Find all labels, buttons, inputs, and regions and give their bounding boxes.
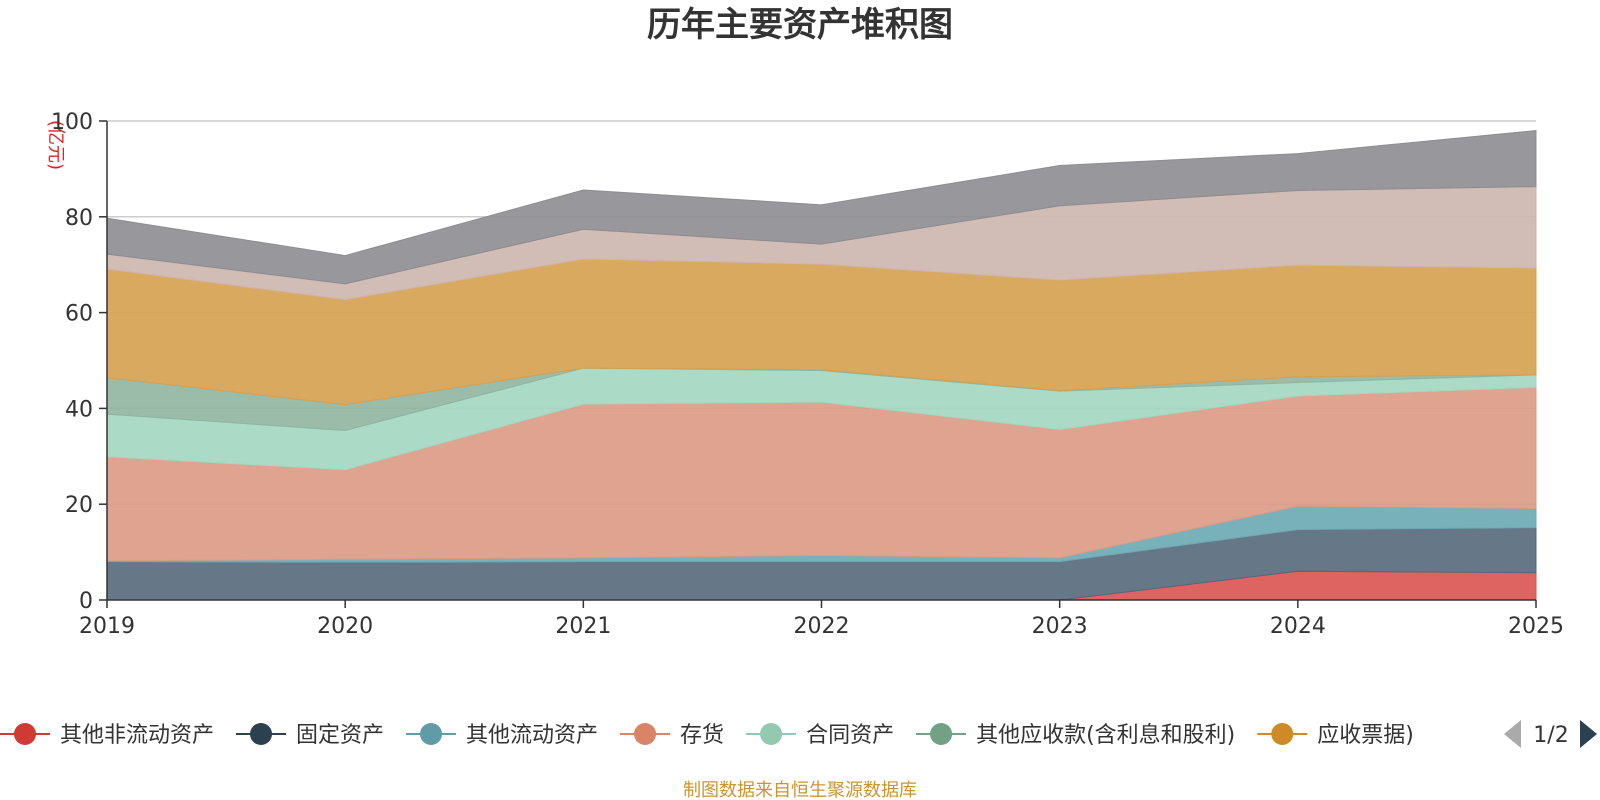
- axes: 2019 2020 2021 2022 2023 2024 2025: [79, 120, 1564, 639]
- y-tick-label: 20: [65, 493, 93, 518]
- legend-item[interactable]: 合同资产: [746, 723, 894, 748]
- legend-label: 固定资产: [296, 723, 384, 748]
- x-tick-label: 2023: [1032, 614, 1088, 639]
- legend-next-icon[interactable]: [1580, 720, 1597, 748]
- legend-item[interactable]: 其他应收款(含利息和股利): [916, 723, 1235, 748]
- y-tick-label: 0: [79, 589, 93, 614]
- x-tick-label: 2021: [555, 614, 611, 639]
- area-series-8: [106, 130, 1537, 285]
- legend-label: 其他非流动资产: [60, 723, 214, 748]
- legend-label: 其他应收款(含利息和股利): [976, 723, 1235, 748]
- y-tick-label: 80: [65, 206, 93, 231]
- y-tick-label: 40: [65, 397, 93, 422]
- legend-marker-icon: [634, 723, 657, 745]
- legend-marker-icon: [420, 723, 443, 745]
- legend-item[interactable]: 存货: [620, 723, 724, 748]
- legend-label: 合同资产: [806, 723, 894, 748]
- legend-marker-icon: [1271, 723, 1294, 745]
- data-source-footer: 制图数据来自恒生聚源数据库: [683, 780, 917, 800]
- x-tick-label: 2025: [1508, 614, 1564, 639]
- y-axis-unit: (亿元): [45, 120, 66, 170]
- x-tick-label: 2020: [317, 614, 373, 639]
- legend-marker-icon: [760, 723, 783, 745]
- legend-prev-icon[interactable]: [1504, 720, 1521, 748]
- legend: 其他非流动资产 固定资产 其他流动资产 存货 合同资产 其他应收款(含利息和股利) 应收票据…: [0, 723, 1414, 748]
- legend-item[interactable]: 其他非流动资产: [0, 723, 214, 748]
- y-tick-label: 60: [65, 302, 93, 327]
- legend-item[interactable]: 其他流动资产: [406, 723, 598, 748]
- legend-marker-icon: [250, 723, 273, 745]
- legend-marker-icon: [930, 723, 953, 745]
- chart-title: 历年主要资产堆积图: [647, 5, 953, 45]
- grid-lines: 0 20 40 60 80 100: [51, 110, 1536, 614]
- legend-marker-icon: [14, 723, 36, 745]
- legend-label: 应收票据): [1317, 723, 1414, 748]
- legend-item[interactable]: 固定资产: [236, 723, 384, 748]
- legend-page-indicator: 1/2: [1533, 723, 1568, 748]
- x-tick-label: 2022: [794, 614, 850, 639]
- legend-pager: 1/2: [1504, 720, 1597, 748]
- legend-item[interactable]: 应收票据): [1257, 723, 1414, 748]
- legend-label: 其他流动资产: [466, 723, 598, 748]
- x-tick-label: 2024: [1270, 614, 1326, 639]
- area-series: [106, 130, 1537, 601]
- x-tick-label: 2019: [79, 614, 135, 639]
- y-tick-label: 100: [51, 110, 93, 135]
- legend-label: 存货: [680, 723, 724, 748]
